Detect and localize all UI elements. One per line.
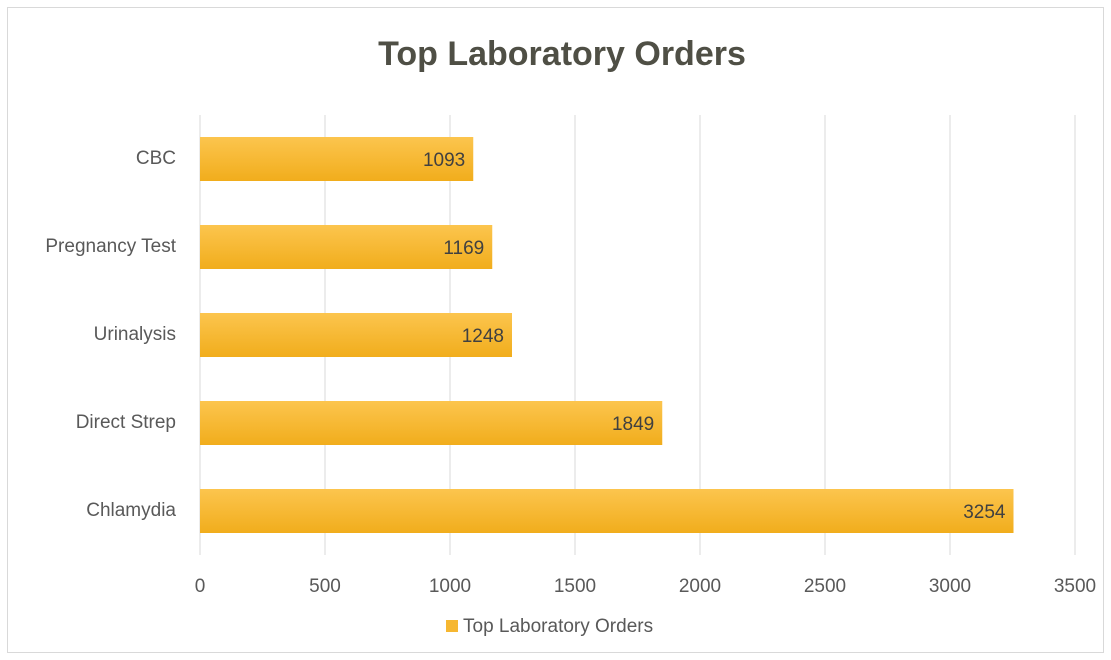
- x-tick-label: 3500: [1054, 576, 1096, 597]
- y-tick-label: Pregnancy Test: [45, 236, 176, 257]
- x-tick-label: 3000: [929, 576, 971, 597]
- y-tick-label: Direct Strep: [76, 412, 176, 433]
- data-label: 1093: [423, 150, 465, 171]
- legend-swatch: [446, 620, 458, 632]
- bar: [200, 489, 1014, 533]
- y-tick-label: Chlamydia: [86, 500, 176, 521]
- bar: [200, 313, 512, 357]
- bar: [200, 401, 663, 445]
- x-tick-label: 500: [309, 576, 341, 597]
- bar: [200, 225, 493, 269]
- legend-label: Top Laboratory Orders: [463, 616, 653, 637]
- x-tick-label: 2500: [804, 576, 846, 597]
- x-tick-label: 0: [195, 576, 206, 597]
- y-tick-label: CBC: [136, 148, 176, 169]
- data-label: 1248: [462, 326, 504, 347]
- chart-title: Top Laboratory Orders: [378, 35, 746, 73]
- chart-border: [7, 7, 1104, 653]
- x-tick-label: 2000: [679, 576, 721, 597]
- data-label: 1849: [612, 414, 654, 435]
- y-tick-label: Urinalysis: [94, 324, 176, 345]
- bar: [200, 137, 474, 181]
- data-label: 3254: [963, 502, 1006, 523]
- data-label: 1169: [443, 238, 484, 259]
- x-tick-label: 1000: [429, 576, 471, 597]
- x-tick-label: 1500: [554, 576, 596, 597]
